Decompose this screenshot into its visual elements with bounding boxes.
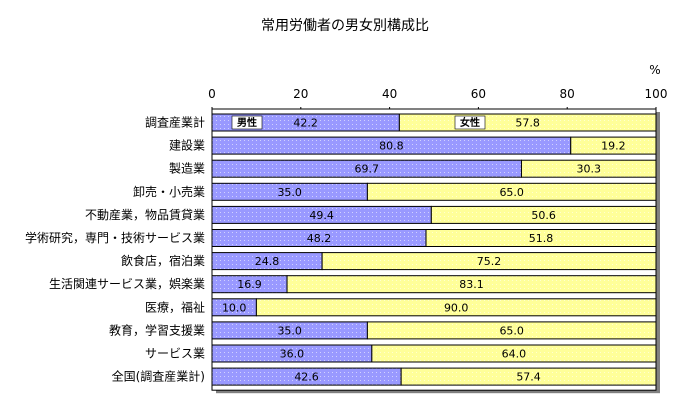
data-label: 30.3 [576,163,601,176]
data-label: 65.0 [499,186,524,199]
x-axis-ticks: 0 20 40 60 80 100 [208,87,667,112]
plot-frame [211,108,657,391]
legend-label: 女性 [460,116,480,129]
x-tick-label: 20 [293,87,308,101]
data-label: 90.0 [444,301,469,314]
category-label: 全国(調査産業計) [112,369,205,384]
data-label: 51.8 [529,232,554,245]
legend-box [231,115,263,130]
category-label: 医療，福祉 [145,299,205,314]
legend-box [454,115,486,130]
bar-female [366,182,657,201]
bar-female [520,159,657,178]
x-tick-label: 0 [208,87,216,101]
data-label: 49.4 [309,209,334,222]
data-label: 75.2 [477,255,502,268]
category-label: 卸売・小売業 [133,184,205,199]
bar-female [371,344,657,363]
plot-area: 調査産業計 42.2 57.8 建設業 80.8 19.2 製造業 69.7 30.3 卸売・小売… [25,108,660,394]
chart-title: 常用労働者の男女別構成比 [261,17,429,34]
x-tick-label: 80 [560,87,575,101]
data-label: 50.6 [531,209,556,222]
x-tick-label: 60 [471,87,486,101]
data-label: 83.1 [459,278,484,291]
bar-female [286,275,657,294]
bar-female [366,321,657,340]
data-label: 48.2 [307,232,332,245]
data-label: 19.2 [601,140,626,153]
category-label: 製造業 [169,162,205,176]
category-label: 教育，学習支援業 [109,322,205,337]
bar-female [400,367,657,386]
category-label: 調査産業計 [145,115,205,130]
x-tick-label: 100 [645,87,668,101]
data-label: 42.2 [293,117,318,130]
data-label: 69.7 [354,163,379,176]
data-label: 35.0 [277,324,302,337]
data-label: 80.8 [379,140,404,153]
bar-female [570,136,657,155]
bar-female [425,229,657,247]
legend-label: 男性 [237,116,257,129]
data-label: 57.8 [515,117,540,130]
data-label: 42.6 [294,371,319,384]
data-label: 35.0 [277,186,302,199]
category-label: 建設業 [169,138,205,153]
category-label: 不動産業，物品賃貸業 [85,207,205,222]
data-label: 57.4 [516,371,541,384]
data-label: 16.9 [237,278,262,291]
data-label: 64.0 [502,348,527,361]
data-label: 24.8 [255,255,280,268]
category-label: サービス業 [145,347,205,361]
x-tick-label: 40 [382,87,397,101]
category-label: 生活関連サービス業，娯楽業 [49,277,205,291]
data-label: 10.0 [222,301,247,314]
bar-female [321,252,657,271]
data-label: 36.0 [280,348,305,361]
category-label: 飲食店，宿泊業 [121,253,205,268]
unit-label: % [649,63,660,77]
bar-female [255,298,657,317]
category-label: 学術研究，専門・技術サービス業 [25,230,205,245]
bar-female [430,205,657,224]
data-label: 65.0 [499,324,524,337]
